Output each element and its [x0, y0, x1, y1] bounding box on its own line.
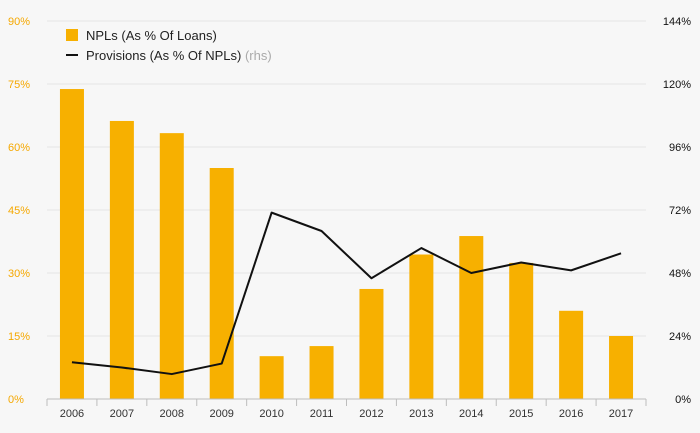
y-left-tick-label: 60%: [8, 142, 30, 154]
y-right-tick-label: 24%: [669, 331, 691, 343]
x-tick-label-2008: 2008: [160, 408, 184, 420]
x-tick-label-2011: 2011: [310, 408, 334, 420]
gridlines: [47, 20, 646, 337]
x-tick-label-2014: 2014: [459, 408, 483, 420]
y-right-tick-label: 144%: [663, 16, 691, 28]
y-right-tick-label: 0%: [675, 394, 691, 406]
legend-label-npls: NPLs (As % Of Loans): [86, 28, 217, 43]
x-tick-label-2013: 2013: [409, 408, 433, 420]
bar-npl-2011: [309, 346, 334, 399]
y-left-tick-label: 75%: [8, 79, 30, 91]
x-tick-label-2017: 2017: [609, 408, 633, 420]
x-tick-label-2010: 2010: [259, 408, 283, 420]
bar-npl-2017: [609, 336, 634, 399]
y-right-tick-label: 120%: [663, 79, 691, 91]
y-right-tick-label: 96%: [669, 142, 691, 154]
bar-npl-2008: [159, 133, 184, 399]
legend-swatch-npls: [66, 29, 78, 41]
bar-npl-2013: [409, 254, 434, 399]
y-left-tick-label: 90%: [8, 16, 30, 28]
x-tick-label-2012: 2012: [359, 408, 383, 420]
x-tick-label-2009: 2009: [209, 408, 233, 420]
bar-npl-2016: [559, 310, 584, 399]
legend: NPLs (As % Of Loans) Provisions (As % Of…: [66, 28, 272, 63]
y-left-tick-label: 15%: [8, 331, 30, 343]
legend-label-provisions-name: Provisions (As % Of NPLs): [86, 48, 241, 63]
x-tick-label-2016: 2016: [559, 408, 583, 420]
bar-npl-2015: [509, 262, 534, 399]
provisions-line: [71, 211, 622, 376]
y-right-tick-label: 72%: [669, 205, 691, 217]
x-tick-label-2006: 2006: [60, 408, 84, 420]
bar-npl-2012: [359, 288, 384, 399]
y-right-tick-label: 48%: [669, 268, 691, 280]
legend-label-provisions: Provisions (As % Of NPLs) (rhs): [86, 48, 272, 63]
y-left-tick-label: 45%: [8, 205, 30, 217]
legend-label-provisions-suffix: (rhs): [245, 48, 272, 63]
npl-bars: [59, 89, 634, 400]
bar-npl-2007: [109, 120, 134, 400]
bar-npl-2006: [59, 89, 84, 399]
x-tick-label-2015: 2015: [509, 408, 533, 420]
x-tick-label-2007: 2007: [110, 408, 134, 420]
y-left-tick-label: 0%: [8, 394, 24, 406]
bar-npl-2014: [459, 236, 484, 399]
y-left-tick-label: 30%: [8, 268, 30, 280]
axes: 2006 2007 2008 2009 2010 2011 2012 2013 2014 2015…: [8, 16, 691, 420]
bar-npl-2010: [259, 356, 284, 399]
provisions-line-group: [71, 211, 622, 376]
